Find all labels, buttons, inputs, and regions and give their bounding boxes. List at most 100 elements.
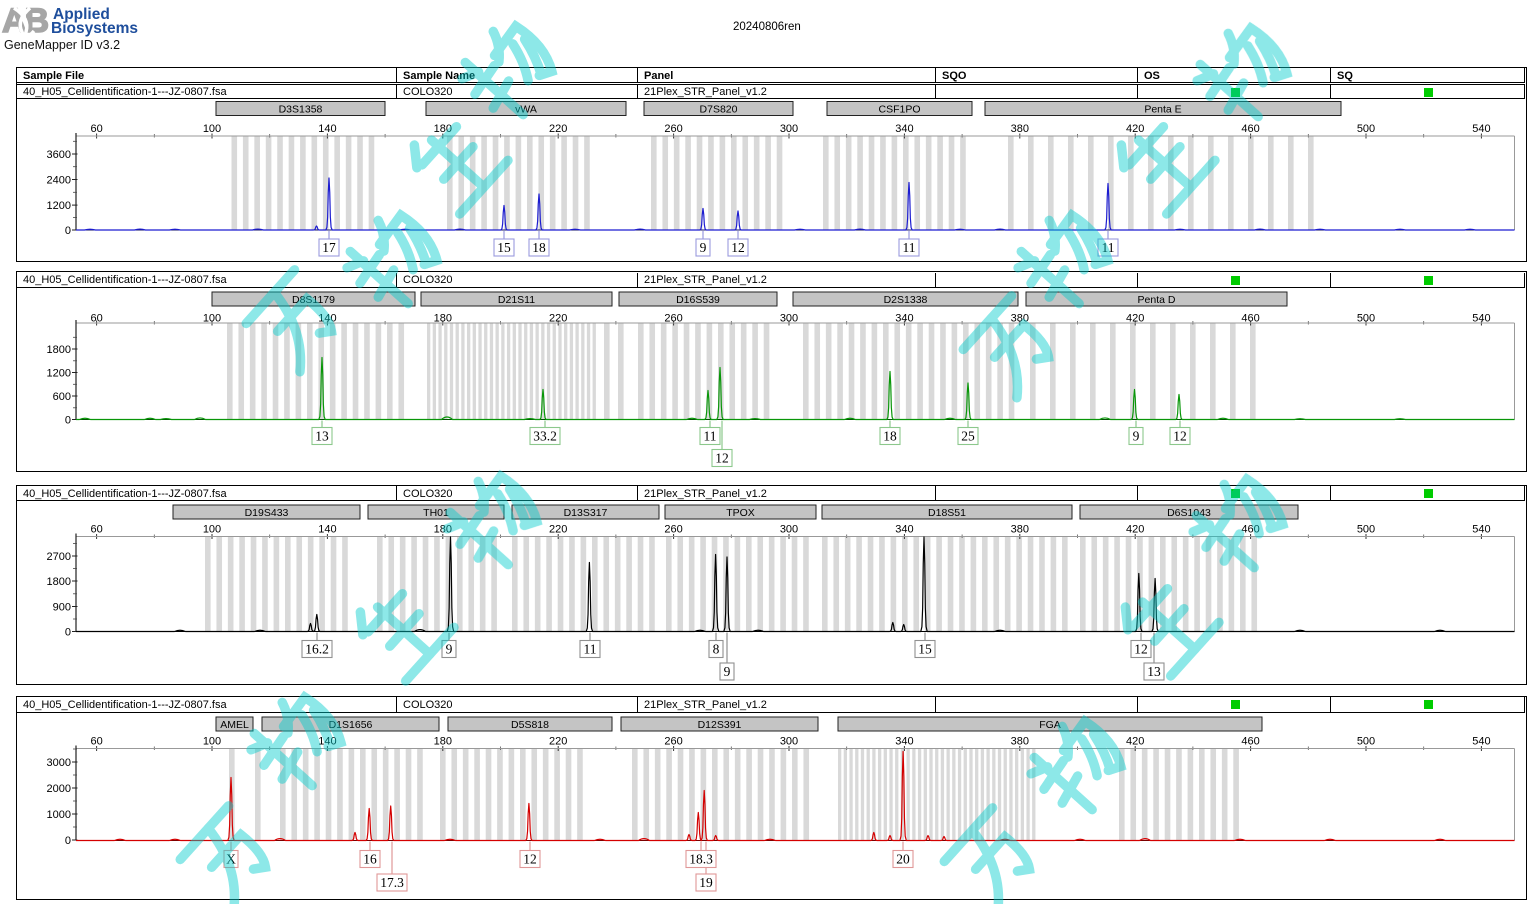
svg-text:600: 600 <box>53 391 71 403</box>
svg-text:260: 260 <box>664 313 682 325</box>
svg-text:300: 300 <box>780 524 798 536</box>
svg-text:180: 180 <box>434 736 452 748</box>
svg-text:9: 9 <box>1133 429 1140 444</box>
svg-text:12: 12 <box>1134 642 1148 657</box>
svg-text:60: 60 <box>90 736 102 748</box>
svg-text:540: 540 <box>1472 736 1490 748</box>
svg-text:25: 25 <box>961 429 975 444</box>
svg-text:0: 0 <box>65 225 71 237</box>
svg-text:140: 140 <box>318 123 336 135</box>
svg-text:FGA: FGA <box>1039 719 1061 731</box>
svg-text:100: 100 <box>203 736 221 748</box>
svg-text:16: 16 <box>363 852 377 867</box>
svg-text:340: 340 <box>895 313 913 325</box>
svg-text:220: 220 <box>549 524 567 536</box>
svg-text:300: 300 <box>780 123 798 135</box>
svg-text:540: 540 <box>1472 524 1490 536</box>
svg-text:12: 12 <box>1173 429 1187 444</box>
svg-text:1200: 1200 <box>47 368 71 380</box>
svg-text:9: 9 <box>700 240 707 255</box>
svg-text:500: 500 <box>1357 524 1375 536</box>
svg-text:12: 12 <box>731 240 745 255</box>
svg-text:900: 900 <box>53 602 71 614</box>
svg-text:340: 340 <box>895 123 913 135</box>
svg-text:15: 15 <box>918 642 932 657</box>
svg-text:420: 420 <box>1126 123 1144 135</box>
svg-text:TPOX: TPOX <box>726 507 755 519</box>
svg-text:420: 420 <box>1126 313 1144 325</box>
svg-text:CSF1PO: CSF1PO <box>878 104 920 116</box>
svg-text:100: 100 <box>203 524 221 536</box>
svg-text:D12S391: D12S391 <box>698 719 742 731</box>
svg-text:D5S818: D5S818 <box>511 719 549 731</box>
svg-text:1200: 1200 <box>47 200 71 212</box>
svg-text:Applied: Applied <box>53 6 110 23</box>
svg-text:340: 340 <box>895 736 913 748</box>
svg-text:260: 260 <box>664 736 682 748</box>
svg-text:3600: 3600 <box>47 149 71 161</box>
svg-text:D2S1338: D2S1338 <box>884 294 928 306</box>
svg-text:180: 180 <box>434 313 452 325</box>
svg-text:0: 0 <box>65 627 71 639</box>
svg-text:D7S820: D7S820 <box>700 104 738 116</box>
svg-text:Penta D: Penta D <box>1138 294 1176 306</box>
svg-text:GeneMapper ID v3.2: GeneMapper ID v3.2 <box>4 38 120 52</box>
svg-text:220: 220 <box>549 123 567 135</box>
svg-text:D3S1358: D3S1358 <box>279 104 323 116</box>
svg-text:460: 460 <box>1241 736 1259 748</box>
svg-text:2700: 2700 <box>47 551 71 563</box>
svg-text:8: 8 <box>713 642 720 657</box>
svg-text:2000: 2000 <box>47 783 71 795</box>
svg-text:0: 0 <box>65 415 71 427</box>
svg-text:380: 380 <box>1011 736 1029 748</box>
svg-text:100: 100 <box>203 313 221 325</box>
svg-text:1800: 1800 <box>47 344 71 356</box>
svg-text:3000: 3000 <box>47 757 71 769</box>
svg-text:D19S433: D19S433 <box>245 507 289 519</box>
svg-text:300: 300 <box>780 736 798 748</box>
svg-text:500: 500 <box>1357 736 1375 748</box>
svg-text:260: 260 <box>664 123 682 135</box>
svg-text:460: 460 <box>1241 313 1259 325</box>
svg-text:220: 220 <box>549 736 567 748</box>
svg-text:380: 380 <box>1011 524 1029 536</box>
svg-text:11: 11 <box>704 429 717 444</box>
svg-text:60: 60 <box>90 524 102 536</box>
svg-text:420: 420 <box>1126 736 1144 748</box>
svg-text:380: 380 <box>1011 123 1029 135</box>
svg-text:540: 540 <box>1472 123 1490 135</box>
svg-text:D13S317: D13S317 <box>564 507 608 519</box>
svg-text:15: 15 <box>497 240 511 255</box>
svg-text:60: 60 <box>90 313 102 325</box>
svg-text:500: 500 <box>1357 123 1375 135</box>
svg-text:300: 300 <box>780 313 798 325</box>
svg-text:2400: 2400 <box>47 175 71 187</box>
svg-text:60: 60 <box>90 123 102 135</box>
svg-text:12: 12 <box>715 451 729 466</box>
svg-text:11: 11 <box>903 240 916 255</box>
svg-text:12: 12 <box>523 852 537 867</box>
svg-text:Penta E: Penta E <box>1144 104 1181 116</box>
svg-text:13: 13 <box>1147 664 1161 679</box>
svg-text:420: 420 <box>1126 524 1144 536</box>
svg-text:1000: 1000 <box>47 809 71 821</box>
svg-text:100: 100 <box>203 123 221 135</box>
svg-text:9: 9 <box>446 642 453 657</box>
svg-text:0: 0 <box>65 835 71 847</box>
svg-text:11: 11 <box>584 642 597 657</box>
svg-text:220: 220 <box>549 313 567 325</box>
svg-text:9: 9 <box>724 664 731 679</box>
svg-text:540: 540 <box>1472 313 1490 325</box>
svg-text:260: 260 <box>664 524 682 536</box>
svg-text:18: 18 <box>883 429 897 444</box>
svg-text:AMEL: AMEL <box>220 719 249 731</box>
svg-text:20: 20 <box>896 852 910 867</box>
svg-text:17.3: 17.3 <box>380 875 404 890</box>
svg-text:Biosystems: Biosystems <box>51 20 138 37</box>
svg-text:500: 500 <box>1357 313 1375 325</box>
svg-text:16.2: 16.2 <box>305 642 329 657</box>
svg-text:D18S51: D18S51 <box>928 507 966 519</box>
svg-text:340: 340 <box>895 524 913 536</box>
svg-text:D21S11: D21S11 <box>498 294 535 306</box>
svg-text:140: 140 <box>318 524 336 536</box>
